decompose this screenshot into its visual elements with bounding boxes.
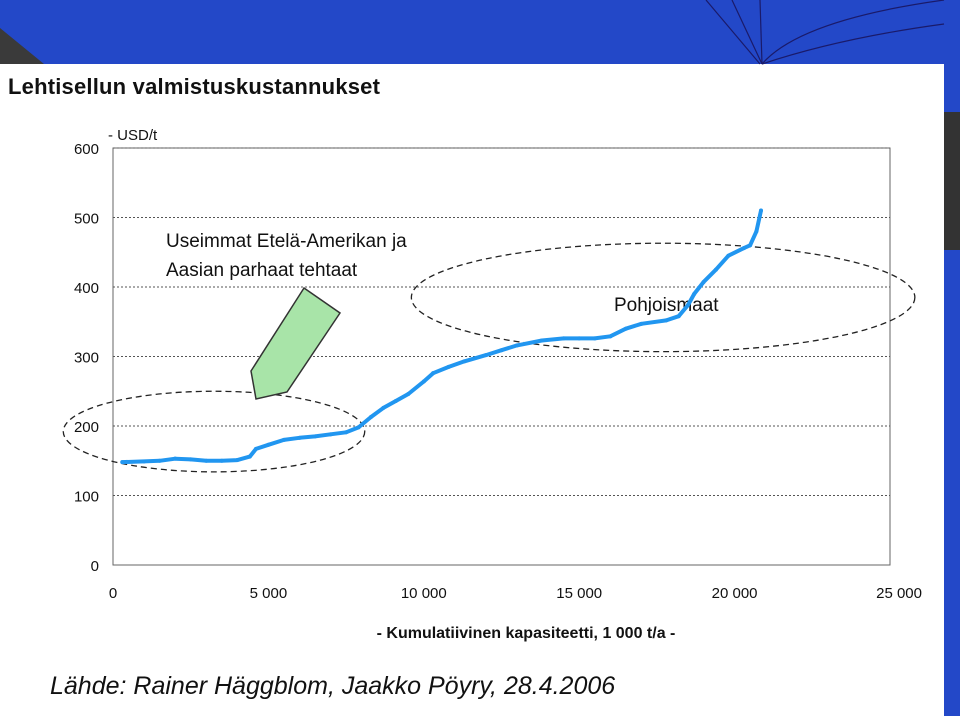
data-point <box>188 457 193 462</box>
data-point <box>356 425 361 430</box>
data-point <box>406 392 411 397</box>
data-point <box>608 334 613 339</box>
data-point <box>328 432 333 437</box>
data-point <box>577 336 582 341</box>
x-tick-label: 5 000 <box>250 585 288 602</box>
y-tick-label: 100 <box>74 489 99 506</box>
data-point <box>713 267 718 272</box>
data-point <box>446 364 451 369</box>
header-notch <box>0 28 44 64</box>
x-tick-label: 0 <box>109 585 117 602</box>
right-edge-dark-block <box>944 112 960 250</box>
data-point <box>623 326 628 331</box>
annotation-ellipse <box>410 242 916 353</box>
y-tick-label: 200 <box>74 419 99 436</box>
data-point <box>701 280 706 285</box>
y-tick-label: 400 <box>74 280 99 297</box>
data-point <box>592 336 597 341</box>
header-decoration-lines <box>705 0 945 65</box>
data-point <box>204 458 209 463</box>
data-point <box>142 459 147 464</box>
source-citation: Lähde: Rainer Häggblom, Jaakko Pöyry, 28… <box>50 672 616 700</box>
data-point <box>741 246 746 251</box>
data-point <box>754 229 759 234</box>
y-axis-ticks: 0 100 200 300 400 500 600 <box>74 141 99 575</box>
data-point <box>313 434 318 439</box>
x-tick-label: 25 000 <box>876 585 922 602</box>
data-point <box>676 314 681 319</box>
annotation-pohjoismaat: Pohjoismaat <box>614 295 719 316</box>
data-point <box>247 454 252 459</box>
x-axis-label: - Kumulatiivinen kapasiteetti, 1 000 t/a… <box>377 625 676 642</box>
data-point <box>281 437 286 442</box>
x-tick-label: 10 000 <box>401 585 447 602</box>
data-point <box>515 343 520 348</box>
data-point <box>173 456 178 461</box>
x-tick-label: 20 000 <box>712 585 758 602</box>
data-point <box>748 243 753 248</box>
x-tick-label: 15 000 <box>556 585 602 602</box>
data-point <box>421 379 426 384</box>
y-axis-label: - USD/t <box>108 127 158 144</box>
data-point <box>539 338 544 343</box>
data-point <box>393 398 398 403</box>
data-point <box>639 321 644 326</box>
annotation-text-line-2: Aasian parhaat tehtaat <box>166 260 358 281</box>
data-point <box>726 253 731 258</box>
y-tick-label: 0 <box>91 558 99 575</box>
x-axis-ticks: 0 5 000 10 000 15 000 20 000 25 000 <box>109 585 922 602</box>
series-line <box>120 208 763 465</box>
header-band <box>0 0 960 64</box>
data-point <box>253 446 258 451</box>
data-point <box>120 460 125 465</box>
arrow-shape <box>250 286 342 400</box>
data-point <box>431 371 436 376</box>
data-point <box>462 359 467 364</box>
data-point <box>219 458 224 463</box>
y-tick-label: 300 <box>74 350 99 367</box>
data-point <box>344 430 349 435</box>
annotation-text-line-1: Useimmat Etelä-Amerikan ja <box>166 231 407 252</box>
data-point <box>368 414 373 419</box>
data-point <box>664 318 669 323</box>
y-tick-label: 600 <box>74 141 99 158</box>
data-point <box>381 405 386 410</box>
data-point <box>483 353 488 358</box>
y-tick-label: 500 <box>74 211 99 228</box>
data-point <box>759 208 764 213</box>
data-point <box>499 348 504 353</box>
annotation-ellipses <box>62 242 916 473</box>
data-point <box>685 303 690 308</box>
data-point <box>297 435 302 440</box>
annotation-ellipse <box>62 390 366 473</box>
slide-title: Lehtisellun valmistuskustannukset <box>8 74 381 99</box>
data-point <box>266 442 271 447</box>
data-point <box>692 291 697 296</box>
data-point <box>561 336 566 341</box>
gridlines <box>113 147 890 496</box>
data-point <box>157 458 162 463</box>
data-point <box>235 458 240 463</box>
